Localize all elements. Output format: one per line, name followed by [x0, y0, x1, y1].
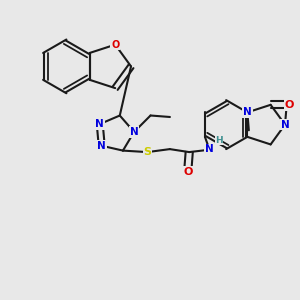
Text: S: S: [143, 147, 152, 157]
Text: N: N: [205, 144, 214, 154]
Text: O: O: [183, 167, 192, 176]
Text: H: H: [215, 136, 223, 145]
Text: O: O: [284, 100, 294, 110]
Text: N: N: [95, 119, 104, 129]
Text: N: N: [97, 141, 106, 151]
Text: O: O: [111, 40, 119, 50]
Text: N: N: [281, 120, 290, 130]
Text: N: N: [243, 107, 252, 117]
Text: N: N: [130, 127, 139, 137]
